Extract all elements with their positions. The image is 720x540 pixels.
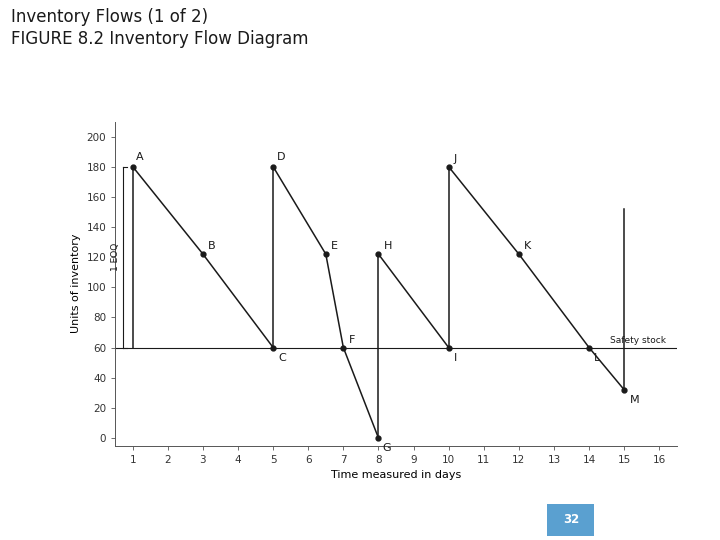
- X-axis label: Time measured in days: Time measured in days: [331, 470, 461, 480]
- Text: E: E: [331, 241, 338, 251]
- Text: I: I: [454, 353, 457, 363]
- Text: C: C: [279, 353, 286, 363]
- Text: Copyright © 2015, 2012, 2009 Pearson Education, Inc. All Rights Reserved: Copyright © 2015, 2012, 2009 Pearson Edu…: [11, 515, 377, 525]
- Y-axis label: Units of inventory: Units of inventory: [71, 234, 81, 333]
- Text: F: F: [348, 335, 355, 345]
- Text: B: B: [208, 241, 216, 251]
- Text: A: A: [136, 152, 144, 162]
- Text: 1 EOQ: 1 EOQ: [111, 243, 120, 271]
- Text: M: M: [629, 395, 639, 405]
- Text: 32: 32: [563, 513, 579, 526]
- Text: K: K: [524, 241, 531, 251]
- Text: Safety stock: Safety stock: [611, 335, 666, 345]
- Text: J: J: [454, 154, 457, 164]
- Text: H: H: [384, 241, 392, 251]
- FancyBboxPatch shape: [547, 503, 594, 536]
- Text: PEARSON: PEARSON: [634, 513, 705, 526]
- Text: L: L: [594, 353, 600, 363]
- Text: D: D: [276, 152, 285, 162]
- Text: G: G: [382, 443, 390, 453]
- Text: FIGURE 8.2 Inventory Flow Diagram: FIGURE 8.2 Inventory Flow Diagram: [11, 30, 308, 48]
- Text: Inventory Flows (1 of 2): Inventory Flows (1 of 2): [11, 8, 208, 26]
